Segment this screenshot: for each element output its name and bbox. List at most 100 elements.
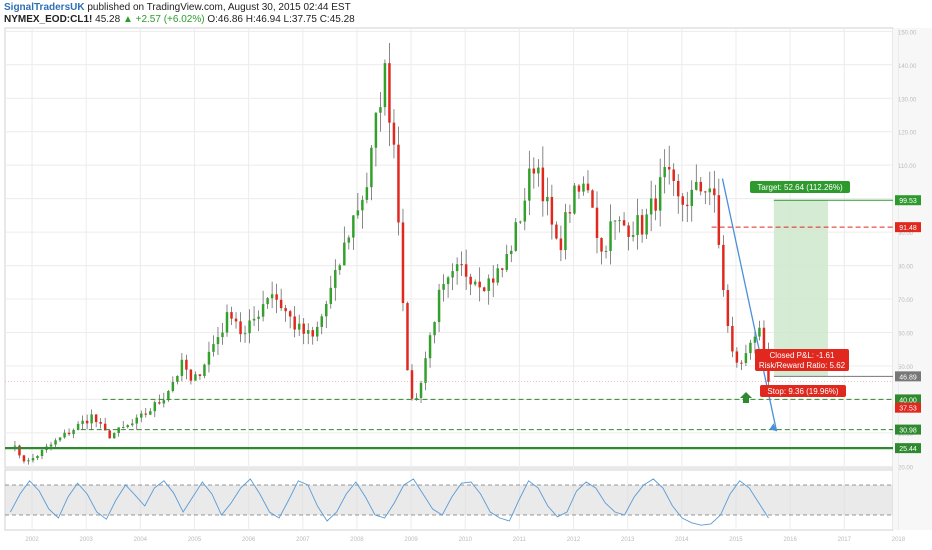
candle-body: [85, 420, 89, 424]
candle-body: [622, 220, 626, 226]
candle-body: [640, 215, 644, 235]
candle-body: [81, 420, 84, 424]
y-tick-label: 20.00: [898, 465, 914, 471]
candle-body: [740, 362, 743, 364]
last-price: 45.28: [95, 14, 121, 25]
candle-body: [334, 270, 337, 288]
candle-body: [437, 289, 441, 323]
candle-body: [428, 335, 432, 359]
y-tick-label: 140.00: [898, 64, 917, 70]
pnl-label-box: [755, 349, 849, 371]
x-tick-label: 2007: [296, 537, 310, 543]
candle-body: [36, 456, 39, 459]
candle-body: [126, 425, 129, 428]
candle-body: [419, 382, 423, 398]
candle-body: [631, 235, 635, 237]
candle-body: [234, 318, 238, 322]
symbol-label[interactable]: NYMEX_EOD:CL1!: [4, 14, 93, 25]
candle-body: [356, 210, 360, 216]
candle-body: [600, 238, 603, 252]
candle-body: [243, 333, 247, 335]
candle-body: [112, 432, 116, 439]
candle-body: [582, 183, 585, 192]
x-tick-label: 2005: [188, 537, 202, 543]
candle-body: [676, 180, 680, 197]
candle-body: [31, 458, 35, 461]
candle-body: [221, 332, 224, 338]
candle-body: [275, 294, 278, 300]
candle-body: [379, 107, 382, 113]
candle-body: [370, 147, 373, 188]
published-text: published on TradingView.com, August 30,…: [87, 2, 351, 13]
candle-body: [537, 167, 540, 174]
y-tick-label: 90.00: [898, 231, 914, 237]
candle-body: [401, 222, 405, 304]
price-level-label: 40.00: [899, 397, 917, 404]
candle-body: [573, 185, 576, 214]
candle-body: [67, 432, 71, 435]
target-label-box: [750, 181, 850, 193]
candle-body: [744, 353, 748, 363]
candle-body: [230, 312, 233, 319]
candle-body: [519, 221, 522, 223]
candle-body: [762, 327, 766, 350]
candle-body: [320, 316, 323, 327]
candle-body: [94, 414, 98, 423]
candle-body: [316, 326, 319, 337]
candle-body: [695, 181, 698, 190]
x-tick-label: 2013: [621, 537, 635, 543]
candle-body: [297, 323, 301, 330]
candle-body: [343, 242, 346, 266]
candle-body: [325, 303, 328, 317]
candle-body: [392, 122, 396, 145]
publisher-link[interactable]: SignalTradersUK: [4, 2, 85, 13]
candle-body: [266, 298, 269, 305]
publisher-line: SignalTradersUK published on TradingView…: [4, 2, 355, 14]
candle-body: [649, 198, 653, 215]
y-tick-label: 120.00: [898, 131, 917, 137]
price-level-label: 91.48: [899, 225, 917, 232]
candle-body: [433, 322, 436, 336]
stop-label-box: [760, 385, 846, 397]
candle-body: [482, 287, 486, 292]
candle-body: [568, 212, 572, 214]
price-level-label: 30.98: [899, 428, 917, 435]
y-tick-label: 110.00: [898, 164, 917, 170]
candle-body: [261, 304, 265, 317]
candle-body: [279, 299, 283, 309]
candle-body: [397, 144, 400, 223]
close-value: C:45.28: [319, 14, 355, 25]
candle-body: [514, 222, 518, 251]
candle-body: [609, 221, 612, 251]
candle-body: [194, 374, 197, 381]
trend-arrow-head: [769, 423, 777, 432]
oscillator-line: [10, 478, 769, 526]
candle-body: [591, 190, 594, 208]
candle-body: [383, 63, 387, 108]
candle-body: [627, 225, 630, 237]
candle-body: [18, 445, 21, 456]
candle-body: [162, 400, 166, 404]
candle-body: [176, 375, 179, 382]
candle-body: [464, 264, 468, 277]
candle-body: [654, 198, 657, 211]
y-tick-label: 50.00: [898, 365, 914, 371]
price-pane: [4, 27, 894, 469]
candle-body: [478, 281, 481, 288]
candle-body: [496, 268, 499, 283]
x-tick-label: 2016: [783, 537, 797, 543]
candle-body: [726, 290, 730, 327]
candle-body: [388, 63, 391, 123]
candle-body: [415, 397, 418, 399]
candle-body: [731, 326, 734, 352]
x-tick-label: 2017: [838, 537, 852, 543]
candle-body: [135, 417, 138, 424]
candle-body: [491, 278, 495, 283]
price-level-tag: [895, 443, 921, 454]
candle-body: [564, 212, 567, 251]
candle-body: [442, 284, 445, 290]
candle-body: [699, 181, 703, 192]
price-level-label: 37.53: [899, 406, 917, 413]
candle-body: [717, 195, 721, 245]
